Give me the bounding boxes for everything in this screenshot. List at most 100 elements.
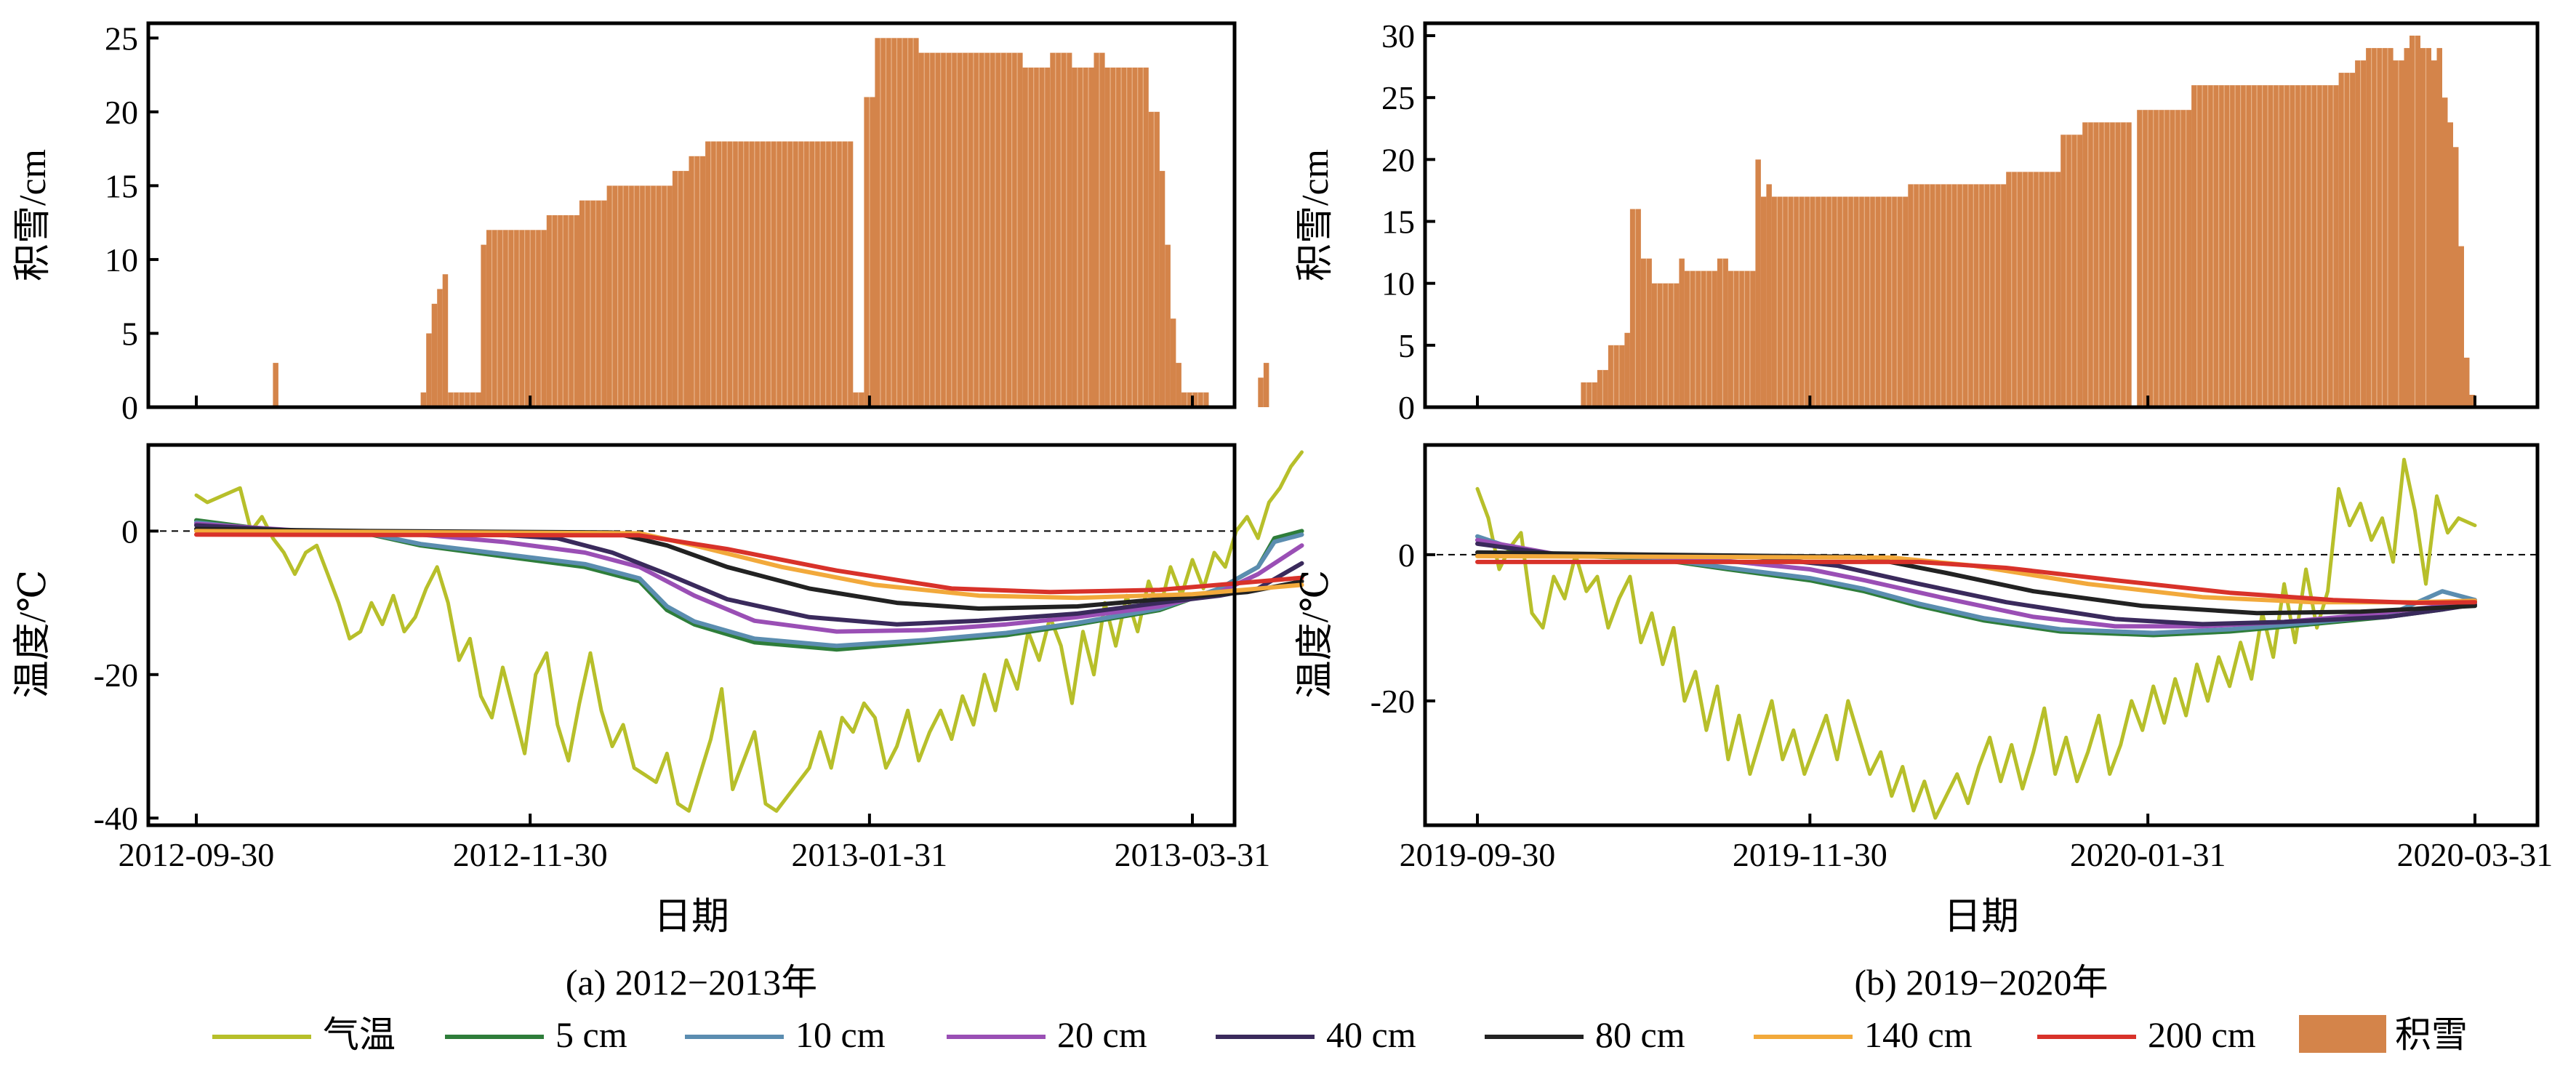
panel-b-snow-frame bbox=[1423, 21, 2540, 409]
panel-a-snow-bar-27 bbox=[1170, 318, 1176, 407]
panel-a-temp-ytick-label-0: 0 bbox=[121, 513, 138, 550]
panel-a-snow-chart: 0 5 10 15 20 25 积雪/cm bbox=[12, 20, 1269, 426]
panel-a-snow-bar-8 bbox=[486, 230, 547, 407]
panel-a-snow-yticks: 0 5 10 15 20 25 bbox=[105, 20, 159, 426]
panel-a-caption: (a) 2012−2013年 bbox=[566, 962, 817, 1003]
panel-b-snow-bar-24 bbox=[2366, 48, 2394, 407]
legend-label-2: 10 cm bbox=[795, 1014, 886, 1055]
panel-a-temp-ytick-label--20: -20 bbox=[94, 657, 138, 694]
panel-a-xtick-label-3: 2013-03-31 bbox=[1115, 836, 1271, 873]
panel-b-series-d200 bbox=[1475, 559, 2477, 606]
panel-b-temp-lines bbox=[1475, 457, 2477, 820]
panel-b-xtick-label-1: 2019-11-30 bbox=[1733, 836, 1887, 873]
panel-b-snow-bar-11 bbox=[1755, 159, 1761, 407]
legend: 气温 5 cm 10 cm 20 cm 40 cm 80 cm 140 cm 200 cm 积雪 bbox=[212, 1014, 2468, 1055]
panel-a-xtick-label-2: 2013-01-31 bbox=[792, 836, 948, 873]
panel-a-snow-bar-14 bbox=[705, 141, 854, 407]
panel-b-snow-bar-18 bbox=[2082, 122, 2132, 408]
panel-a-snow-bar-5 bbox=[442, 274, 449, 407]
panel-b-temp-xticks: 2019-09-30 2019-11-30 2020-01-31 2020-03-31 bbox=[1400, 814, 2553, 873]
legend-label-8: 积雪 bbox=[2395, 1014, 2468, 1055]
panel-b-snow-bar-31 bbox=[2442, 97, 2448, 407]
panel-b-snow-bar-26 bbox=[2404, 48, 2410, 407]
panel-a-snow-xticks bbox=[195, 396, 1194, 407]
panel-a-snow-ytick-label-10: 10 bbox=[105, 241, 138, 278]
legend-label-5: 80 cm bbox=[1595, 1014, 1685, 1055]
legend-item-2: 10 cm bbox=[685, 1014, 886, 1055]
panel-b-xtick-label-2: 2020-01-31 bbox=[2070, 836, 2226, 873]
panel-b-snow-bar-12 bbox=[1760, 196, 1767, 407]
panel-a-snow-bar-26 bbox=[1165, 244, 1171, 407]
panel-a-temp-lines bbox=[194, 450, 1304, 813]
legend-item-8: 积雪 bbox=[2299, 1014, 2468, 1055]
legend-item-3: 20 cm bbox=[947, 1014, 1147, 1055]
legend-swatch-8 bbox=[2299, 1015, 2386, 1053]
panel-b-xtick-label-3: 2020-03-31 bbox=[2397, 836, 2553, 873]
legend-label-3: 20 cm bbox=[1057, 1014, 1147, 1055]
panel-b-snow-bar-7 bbox=[1679, 258, 1685, 407]
panel-b-snow-bar-29 bbox=[2431, 60, 2437, 407]
panel-a-temp-ytick-label--40: -40 bbox=[94, 800, 138, 837]
panel-a-snow-ytick-label-15: 15 bbox=[105, 167, 138, 204]
panel-a-snow-frame bbox=[146, 21, 1237, 409]
panel-a-snow-bar-4 bbox=[437, 289, 443, 407]
legend-label-7: 200 cm bbox=[2148, 1014, 2256, 1055]
legend-label-1: 5 cm bbox=[555, 1014, 627, 1055]
panel-b-temp-ytick-label--20: -20 bbox=[1371, 683, 1415, 720]
panel-b-snow-ylabel: 积雪/cm bbox=[1295, 149, 1336, 281]
panel-a-snow-bar-7 bbox=[481, 244, 486, 407]
panel-a-temp-yticks: -40 -20 0 bbox=[94, 513, 159, 837]
legend-item-5: 80 cm bbox=[1485, 1014, 1685, 1055]
panel-a-snow-bar-0 bbox=[273, 363, 278, 407]
panel-a-temp-xticks: 2012-09-30 2012-11-30 2013-01-31 2013-03-31 bbox=[119, 814, 1271, 873]
panel-a-snow-bar-28 bbox=[1176, 363, 1181, 407]
panel-a-snow-bar-12 bbox=[672, 171, 689, 407]
panel-a-snow-bar-10 bbox=[579, 200, 607, 407]
panel-a-snow-bar-31 bbox=[1263, 363, 1269, 407]
panel-a-snow-ytick-label-25: 25 bbox=[105, 20, 138, 57]
panel-a-snow-bar-18 bbox=[918, 52, 1023, 407]
panel-b-snow-chart: 0 5 10 15 20 25 30 积雪/cm bbox=[1295, 17, 2540, 426]
panel-a-snow-bar-2 bbox=[426, 333, 432, 407]
panel-b-snow-ytick-label-5: 5 bbox=[1398, 327, 1415, 364]
panel-b-snow-xticks bbox=[1476, 396, 2476, 407]
legend-item-6: 140 cm bbox=[1754, 1014, 1973, 1055]
panel-b-snow-bar-36 bbox=[2469, 395, 2475, 407]
panel-a-xtick-label-0: 2012-09-30 bbox=[119, 836, 275, 873]
panel-b-temp-frame bbox=[1423, 443, 2540, 827]
panel-b-xlabel: 日期 bbox=[1943, 897, 2019, 938]
panel-b-snow-bar-6 bbox=[1651, 283, 1680, 407]
panel-a-snow-bar-29 bbox=[1181, 392, 1209, 407]
panel-a-snow-bar-19 bbox=[1022, 67, 1051, 408]
panel-b-snow-bar-22 bbox=[2338, 73, 2356, 407]
panel-b-temp-ytick-label-0: 0 bbox=[1398, 537, 1415, 574]
panel-b-snow-bar-2 bbox=[1608, 345, 1625, 407]
panel-b-snow-ytick-label-0: 0 bbox=[1398, 389, 1415, 426]
panel-a-snow-bars bbox=[273, 38, 1269, 408]
panel-b-snow-bar-35 bbox=[2464, 357, 2470, 407]
panel-a-snow-bar-3 bbox=[431, 303, 438, 407]
panel-b-xtick-label-0: 2019-09-30 bbox=[1400, 836, 1556, 873]
panel-b-snow-ytick-label-25: 25 bbox=[1381, 79, 1415, 116]
panel-b-snow-bar-0 bbox=[1581, 382, 1597, 407]
legend-label-0: 气温 bbox=[323, 1014, 396, 1055]
legend-item-1: 5 cm bbox=[445, 1014, 627, 1055]
panel-a-temp-frame bbox=[146, 443, 1237, 827]
panel-a-snow-bar-30 bbox=[1258, 377, 1264, 407]
panel-a-temp-chart: -40-200 2012-09-30 2012-11-30 2013-01-31 20… bbox=[12, 443, 1304, 873]
legend-label-4: 40 cm bbox=[1326, 1014, 1416, 1055]
panel-a-snow-bar-1 bbox=[420, 392, 427, 407]
panel-b-snow-bar-33 bbox=[2453, 147, 2459, 408]
panel-a-xlabel: 日期 bbox=[654, 897, 729, 938]
panel-a-snow-ytick-label-20: 20 bbox=[105, 94, 138, 131]
panel-b: 0 5 10 15 20 25 30 积雪/cm -20 0 2019-09-30 2019-1… bbox=[1295, 17, 2553, 1003]
panel-a-snow-ylabel: 积雪/cm bbox=[12, 149, 54, 281]
panel-a-series-d200 bbox=[194, 532, 1304, 595]
panel-b-snow-bar-34 bbox=[2458, 246, 2464, 407]
panel-a-snow-bar-25 bbox=[1159, 171, 1165, 407]
panel-b-snow-bars bbox=[1581, 36, 2475, 408]
panel-a-series-d140 bbox=[194, 529, 1304, 601]
panel-b-snow-ytick-label-20: 20 bbox=[1381, 141, 1415, 178]
panel-b-snow-bar-14 bbox=[1771, 196, 1909, 407]
